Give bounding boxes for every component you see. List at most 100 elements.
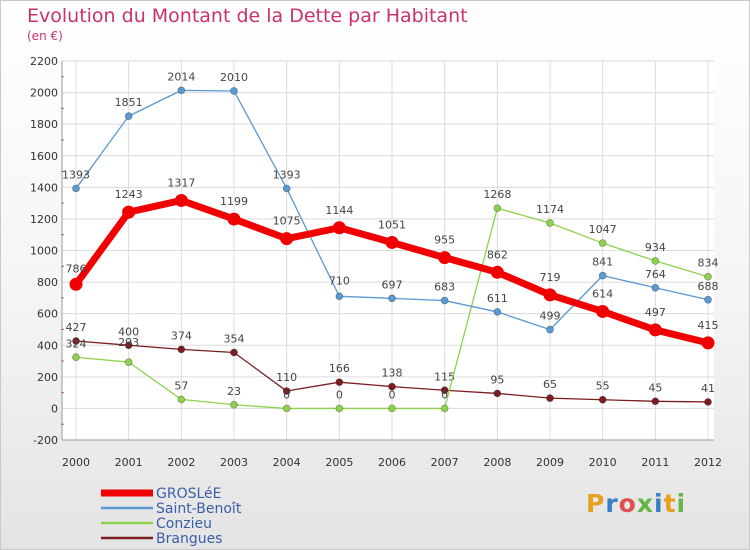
data-point-brangues	[282, 387, 291, 395]
y-tick-label: 1000	[30, 245, 58, 258]
data-label-grosl-e: 1199	[220, 195, 248, 208]
data-point-brangues	[651, 397, 660, 406]
data-point-grosl-e	[438, 251, 452, 265]
data-label-brangues: 55	[596, 380, 610, 393]
data-label-saint-beno-t: 710	[329, 274, 350, 287]
y-tick-label: 400	[37, 339, 58, 352]
data-point-saint-beno-t	[124, 112, 133, 120]
data-point-grosl-e	[596, 304, 610, 318]
data-label-grosl-e: 955	[434, 234, 455, 247]
data-point-brangues	[230, 348, 238, 357]
data-label-conzieu: 0	[441, 388, 448, 401]
data-label-saint-beno-t: 611	[487, 292, 508, 305]
data-point-grosl-e	[648, 323, 662, 337]
data-point-grosl-e	[69, 277, 83, 291]
data-label-brangues: 115	[434, 370, 455, 383]
data-point-saint-beno-t	[282, 184, 291, 193]
data-label-conzieu: 0	[336, 388, 343, 401]
data-point-brangues	[546, 394, 554, 403]
x-tick-label: 2003	[220, 456, 248, 469]
data-label-grosl-e: 719	[540, 271, 561, 284]
data-label-grosl-e: 786	[66, 262, 87, 275]
data-point-conzieu	[440, 404, 449, 413]
data-point-saint-beno-t	[230, 87, 238, 95]
y-tick-label: 800	[37, 276, 58, 289]
data-label-conzieu: 324	[66, 337, 87, 350]
data-label-brangues: 138	[382, 367, 403, 380]
data-label-conzieu: 934	[645, 241, 666, 254]
data-point-grosl-e	[174, 193, 188, 207]
data-point-grosl-e	[122, 205, 136, 219]
data-point-saint-beno-t	[493, 308, 502, 316]
data-label-grosl-e: 415	[698, 319, 719, 332]
data-label-saint-beno-t: 683	[434, 281, 455, 294]
data-label-brangues: 400	[118, 325, 139, 338]
x-tick-label: 2009	[536, 456, 564, 469]
data-label-grosl-e: 614	[592, 287, 613, 300]
data-label-grosl-e: 1144	[325, 204, 353, 217]
data-point-saint-beno-t	[335, 292, 344, 301]
data-point-brangues	[177, 345, 186, 354]
x-tick-label: 2006	[378, 456, 406, 469]
data-label-saint-beno-t: 2010	[220, 71, 248, 84]
data-point-grosl-e	[543, 288, 557, 302]
y-tick-label: 1200	[30, 213, 58, 226]
data-point-brangues	[388, 382, 396, 391]
legend-label: Brangues	[156, 531, 222, 547]
data-point-conzieu	[230, 400, 238, 409]
data-point-grosl-e	[227, 212, 241, 226]
y-tick-label: 2000	[30, 87, 58, 100]
data-point-saint-beno-t	[177, 86, 186, 95]
legend-label: Saint-Benoît	[156, 501, 242, 517]
data-label-conzieu: 1268	[483, 188, 511, 201]
data-point-saint-beno-t	[72, 184, 80, 193]
y-tick-label: 200	[37, 371, 58, 384]
data-label-saint-beno-t: 697	[382, 278, 403, 291]
chart-subtitle: (en €)	[27, 29, 63, 43]
y-tick-label: 1800	[30, 118, 58, 131]
data-point-grosl-e	[701, 336, 715, 350]
data-label-brangues: 110	[276, 371, 297, 384]
data-label-brangues: 45	[648, 381, 662, 394]
y-tick-label: 600	[37, 308, 58, 321]
data-point-saint-beno-t	[651, 283, 660, 292]
legend-label: GROSLéE	[156, 486, 222, 502]
data-label-conzieu: 1174	[536, 203, 564, 216]
data-point-brangues	[598, 395, 607, 404]
x-tick-label: 2002	[167, 456, 195, 469]
data-label-saint-beno-t: 1393	[62, 168, 90, 181]
data-label-grosl-e: 862	[487, 248, 508, 261]
data-label-saint-beno-t: 1851	[115, 96, 143, 109]
data-label-grosl-e: 1075	[273, 215, 301, 228]
data-point-saint-beno-t	[598, 271, 607, 280]
data-label-saint-beno-t: 841	[592, 256, 613, 269]
data-point-conzieu	[598, 239, 607, 247]
data-point-brangues	[704, 398, 712, 406]
data-label-grosl-e: 497	[645, 306, 666, 319]
data-point-saint-beno-t	[440, 296, 449, 305]
data-point-brangues	[335, 378, 344, 387]
data-label-conzieu: 1047	[589, 223, 617, 236]
data-point-brangues	[72, 337, 80, 345]
data-point-conzieu	[704, 272, 712, 281]
data-label-saint-beno-t: 499	[540, 310, 561, 323]
x-tick-label: 2001	[115, 456, 143, 469]
data-point-conzieu	[335, 404, 344, 413]
data-point-conzieu	[124, 358, 133, 366]
data-point-saint-beno-t	[704, 295, 712, 304]
chart-title: Evolution du Montant de la Dette par Hab…	[27, 5, 468, 27]
x-tick-label: 2004	[273, 456, 301, 469]
data-point-conzieu	[546, 219, 554, 227]
data-point-conzieu	[651, 257, 660, 265]
data-point-brangues	[124, 341, 133, 350]
legend-label: Conzieu	[156, 516, 212, 532]
data-label-grosl-e: 1243	[115, 188, 143, 201]
data-label-brangues: 41	[701, 382, 715, 395]
data-point-conzieu	[177, 395, 186, 404]
data-label-saint-beno-t: 2014	[167, 70, 195, 83]
data-point-saint-beno-t	[546, 325, 554, 334]
data-label-conzieu: 23	[227, 385, 241, 398]
y-tick-label: 1400	[30, 181, 58, 194]
